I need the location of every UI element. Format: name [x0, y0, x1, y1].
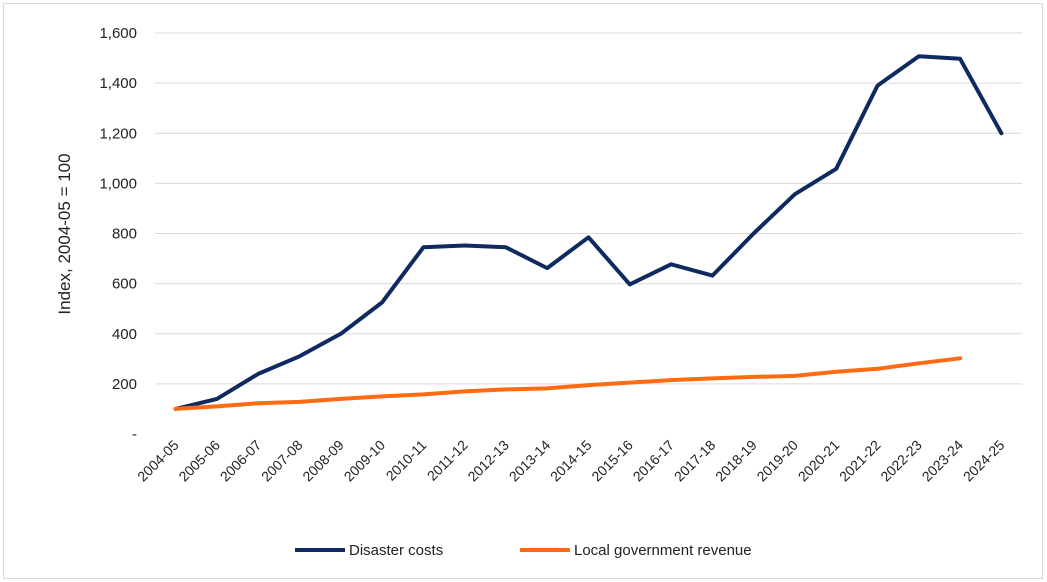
x-tick-label: 2022-23: [877, 437, 925, 485]
y-tick-label: 1,600: [99, 25, 137, 42]
y-tick-label: 600: [112, 276, 137, 293]
series-line-disaster-costs: [173, 54, 1004, 411]
y-tick-label: -: [132, 426, 137, 443]
x-tick-label: 2006-07: [217, 437, 265, 485]
series-lines: [173, 54, 1004, 411]
y-axis-title: Index, 2004-05 = 100: [55, 153, 74, 314]
x-tick-label: 2020-21: [795, 437, 843, 485]
y-tick-label: 1,400: [99, 75, 137, 92]
x-tick-label: 2005-06: [175, 437, 223, 485]
legend-label: Disaster costs: [349, 542, 443, 559]
x-tick-label: 2009-10: [341, 437, 389, 485]
legend: Disaster costs Local government revenue: [295, 542, 752, 559]
series-line-local-government-revenue: [173, 356, 963, 411]
y-tick-label: 1,000: [99, 175, 137, 192]
gridlines: [155, 32, 1022, 385]
x-tick-label: 2004-05: [134, 437, 182, 485]
x-tick-label: 2015-16: [588, 437, 636, 485]
legend-label: Local government revenue: [574, 542, 752, 559]
y-tick-label: 1,200: [99, 125, 137, 142]
x-tick-label: 2018-19: [712, 437, 760, 485]
x-tick-label: 2010-11: [383, 437, 430, 484]
x-tick-label: 2017-18: [671, 437, 719, 485]
y-tick-label: 400: [112, 326, 137, 343]
x-tick-label: 2011-12: [424, 437, 471, 484]
x-tick-label: 2023-24: [919, 437, 967, 485]
x-tick-label: 2019-20: [753, 437, 801, 485]
y-axis-ticks: - 200 400 600 800 1,000 1,200 1,400 1,600: [99, 25, 137, 443]
x-tick-label: 2012-13: [464, 437, 512, 485]
x-tick-label: 2021-22: [836, 437, 884, 485]
x-tick-label: 2016-17: [630, 437, 678, 485]
y-tick-label: 200: [112, 376, 137, 393]
x-tick-label: 2014-15: [547, 437, 595, 485]
x-tick-label: 2008-09: [299, 437, 347, 485]
x-tick-label: 2024-25: [960, 437, 1008, 485]
x-tick-label: 2013-14: [506, 437, 554, 485]
y-tick-label: 800: [112, 226, 137, 243]
x-tick-label: 2007-08: [258, 437, 306, 485]
x-axis-ticks: 2004-052005-062006-072007-082008-092009-…: [134, 437, 1008, 485]
